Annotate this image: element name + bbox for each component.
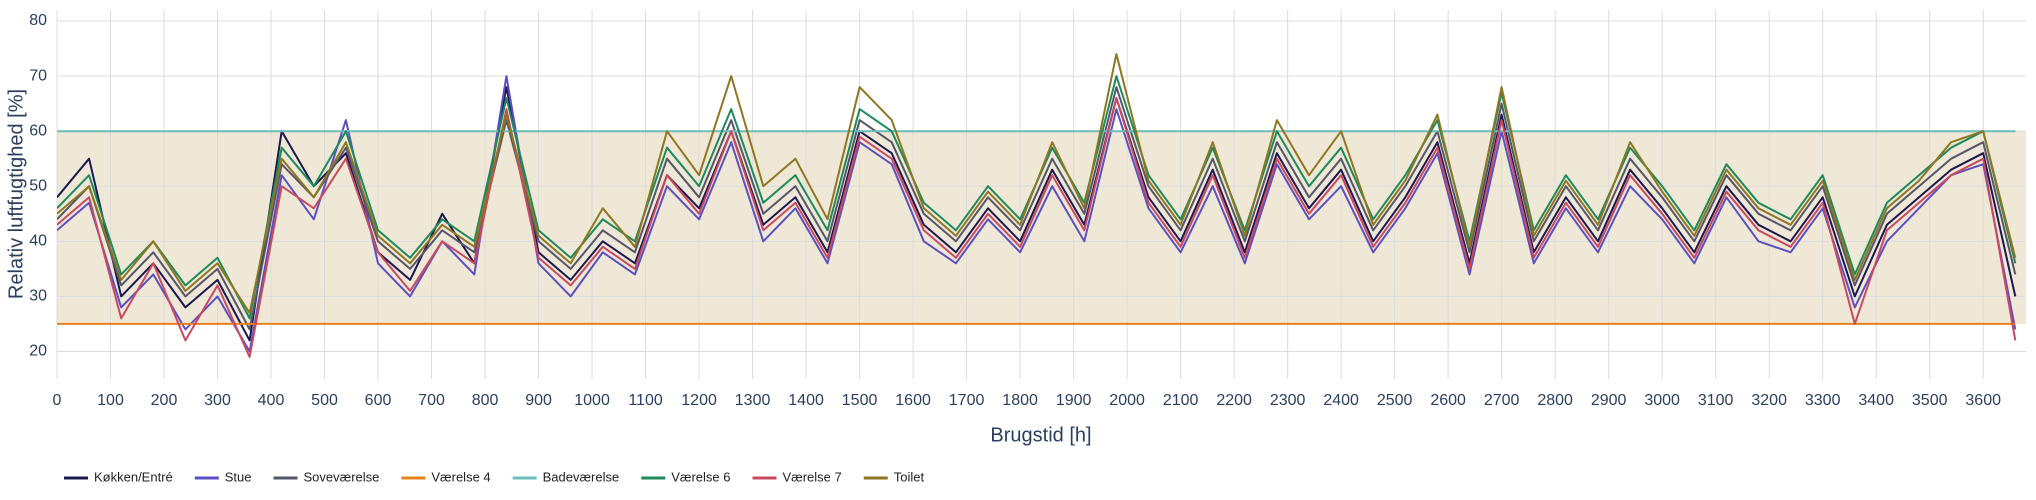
x-tick-label: 1500 bbox=[842, 392, 878, 409]
x-tick-label: 1700 bbox=[949, 392, 985, 409]
x-tick-label: 200 bbox=[151, 392, 178, 409]
x-tick-label: 3600 bbox=[1965, 392, 2001, 409]
x-tick-label: 1300 bbox=[735, 392, 771, 409]
x-tick-label: 900 bbox=[525, 392, 552, 409]
x-tick-label: 2700 bbox=[1484, 392, 1520, 409]
x-tick-label: 2800 bbox=[1537, 392, 1573, 409]
x-tick-label: 1400 bbox=[788, 392, 824, 409]
y-tick-label: 20 bbox=[29, 343, 47, 360]
x-tick-label: 3300 bbox=[1805, 392, 1841, 409]
y-tick-label: 30 bbox=[29, 288, 47, 305]
legend-label: Værelse 4 bbox=[431, 469, 490, 484]
x-tick-label: 1800 bbox=[1002, 392, 1038, 409]
x-tick-label: 1600 bbox=[895, 392, 931, 409]
x-tick-label: 3100 bbox=[1698, 392, 1734, 409]
series-line bbox=[57, 97, 2017, 358]
series-line bbox=[57, 53, 2017, 314]
series-line bbox=[57, 75, 2017, 353]
x-tick-label: 800 bbox=[472, 392, 499, 409]
x-tick-label: 700 bbox=[418, 392, 445, 409]
x-tick-label: 1100 bbox=[628, 392, 663, 409]
y-tick-label: 60 bbox=[29, 122, 47, 139]
x-tick-label: 2900 bbox=[1591, 392, 1627, 409]
legend-label: Værelse 7 bbox=[783, 469, 842, 484]
x-tick-label: 3200 bbox=[1751, 392, 1787, 409]
series-line bbox=[57, 86, 2017, 331]
legend-label: Værelse 6 bbox=[671, 469, 730, 484]
x-tick-label: 2400 bbox=[1323, 392, 1359, 409]
y-tick-label: 70 bbox=[29, 67, 47, 84]
x-tick-label: 2100 bbox=[1163, 392, 1199, 409]
legend-label: Soveværelse bbox=[304, 469, 380, 484]
legend-label: Køkken/Entré bbox=[94, 469, 173, 484]
y-tick-label: 50 bbox=[29, 177, 47, 194]
x-tick-label: 3000 bbox=[1644, 392, 1680, 409]
x-tick-label: 500 bbox=[311, 392, 338, 409]
y-axis-title: Relativ luftfugtighed [%] bbox=[5, 89, 27, 299]
x-tick-label: 2300 bbox=[1270, 392, 1306, 409]
x-tick-label: 1200 bbox=[681, 392, 717, 409]
x-tick-label: 2500 bbox=[1377, 392, 1413, 409]
x-axis-title: Brugstid [h] bbox=[990, 424, 1091, 446]
legend-label: Toilet bbox=[894, 469, 925, 484]
x-tick-label: 100 bbox=[97, 392, 124, 409]
x-tick-label: 2600 bbox=[1430, 392, 1466, 409]
x-tick-label: 400 bbox=[258, 392, 285, 409]
x-tick-label: 3500 bbox=[1912, 392, 1948, 409]
x-tick-label: 3400 bbox=[1858, 392, 1894, 409]
x-tick-label: 600 bbox=[365, 392, 392, 409]
x-tick-label: 300 bbox=[204, 392, 231, 409]
series-line bbox=[57, 86, 2017, 342]
x-tick-label: 2200 bbox=[1216, 392, 1252, 409]
y-tick-label: 80 bbox=[29, 12, 47, 29]
y-tick-label: 40 bbox=[29, 233, 47, 250]
x-tick-label: 1000 bbox=[574, 392, 610, 409]
x-tick-label: 2000 bbox=[1109, 392, 1145, 409]
legend-label: Badeværelse bbox=[543, 469, 620, 484]
x-tick-label: 0 bbox=[53, 392, 62, 409]
legend-label: Stue bbox=[225, 469, 252, 484]
x-tick-label: 1900 bbox=[1056, 392, 1092, 409]
